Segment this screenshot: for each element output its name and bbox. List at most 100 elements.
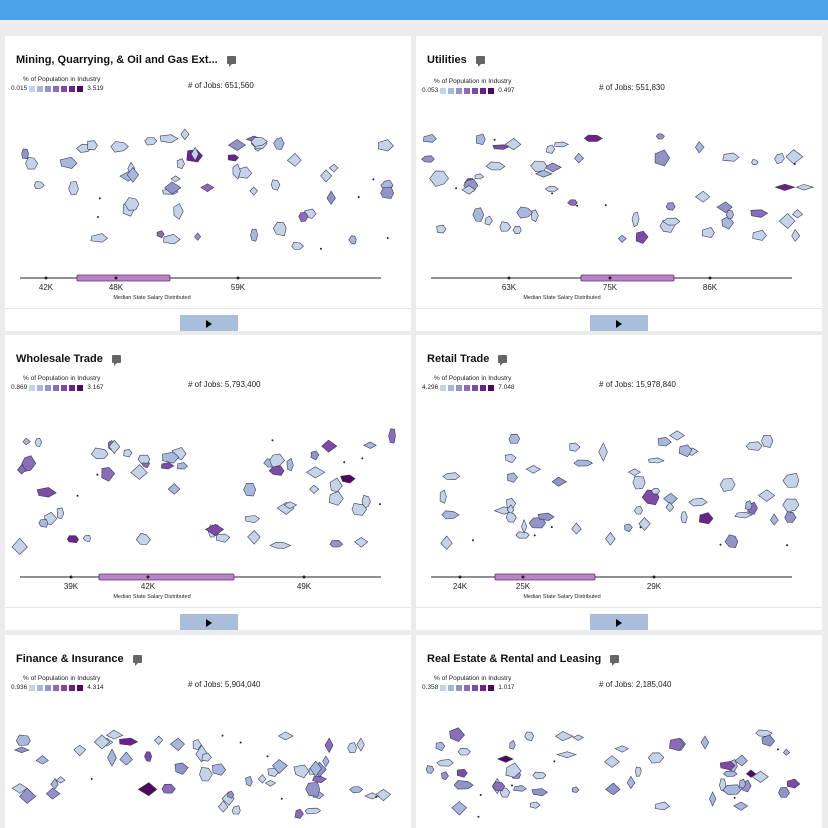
state-shape[interactable] xyxy=(638,517,651,531)
state-cartogram[interactable] xyxy=(5,126,411,261)
state-shape[interactable] xyxy=(277,731,294,741)
state-shape[interactable] xyxy=(429,170,449,187)
state-shape[interactable] xyxy=(734,511,753,519)
state-shape[interactable] xyxy=(250,228,259,242)
state-shape[interactable] xyxy=(757,489,776,502)
state-shape[interactable] xyxy=(624,523,633,533)
state-shape[interactable] xyxy=(173,203,184,220)
state-shape[interactable] xyxy=(719,478,736,492)
state-shape[interactable] xyxy=(294,808,304,819)
state-shape[interactable] xyxy=(101,467,116,482)
state-shape[interactable] xyxy=(722,784,742,795)
state-shape[interactable] xyxy=(90,233,108,243)
state-shape[interactable] xyxy=(655,133,665,140)
state-shape[interactable] xyxy=(13,746,30,754)
state-shape[interactable] xyxy=(461,185,476,195)
state-shape[interactable] xyxy=(137,454,151,464)
state-shape[interactable] xyxy=(167,483,181,495)
state-shape[interactable] xyxy=(45,787,61,800)
state-shape[interactable] xyxy=(491,781,506,792)
state-shape[interactable] xyxy=(250,137,268,147)
state-shape[interactable] xyxy=(515,531,530,539)
state-shape[interactable] xyxy=(164,181,182,195)
state-shape[interactable] xyxy=(312,775,327,784)
state-shape[interactable] xyxy=(782,472,800,488)
state-shape[interactable] xyxy=(778,787,790,798)
state-shape[interactable] xyxy=(264,780,276,787)
state-shape[interactable] xyxy=(194,232,202,241)
state-shape[interactable] xyxy=(320,169,333,183)
state-shape[interactable] xyxy=(605,782,621,796)
state-shape[interactable] xyxy=(662,217,681,226)
state-shape[interactable] xyxy=(439,489,447,504)
state-shape[interactable] xyxy=(156,230,165,239)
state-shape[interactable] xyxy=(361,494,371,509)
state-shape[interactable] xyxy=(269,453,285,468)
state-cartogram[interactable] xyxy=(5,425,411,560)
state-shape[interactable] xyxy=(55,776,66,784)
state-shape[interactable] xyxy=(496,755,514,763)
state-shape[interactable] xyxy=(569,442,581,452)
state-shape[interactable] xyxy=(378,139,394,152)
state-shape[interactable] xyxy=(119,751,133,766)
state-shape[interactable] xyxy=(322,755,330,768)
state-shape[interactable] xyxy=(16,464,27,475)
state-shape[interactable] xyxy=(11,783,28,794)
state-shape[interactable] xyxy=(648,752,665,764)
state-shape[interactable] xyxy=(291,241,304,250)
salary-range-bar[interactable] xyxy=(494,573,596,581)
state-shape[interactable] xyxy=(270,179,281,191)
state-shape[interactable] xyxy=(571,786,580,793)
state-shape[interactable] xyxy=(530,160,548,173)
state-shape[interactable] xyxy=(650,487,661,495)
state-shape[interactable] xyxy=(211,763,227,776)
state-shape[interactable] xyxy=(544,162,562,173)
state-shape[interactable] xyxy=(154,735,164,746)
state-shape[interactable] xyxy=(505,762,522,778)
state-shape[interactable] xyxy=(770,513,779,526)
comment-icon[interactable] xyxy=(475,56,485,67)
state-shape[interactable] xyxy=(508,433,521,444)
state-shape[interactable] xyxy=(324,737,334,754)
state-shape[interactable] xyxy=(700,735,710,750)
state-shape[interactable] xyxy=(512,785,528,792)
state-shape[interactable] xyxy=(521,518,528,534)
state-shape[interactable] xyxy=(268,465,285,476)
state-shape[interactable] xyxy=(678,444,693,458)
state-shape[interactable] xyxy=(272,759,288,774)
state-shape[interactable] xyxy=(269,541,292,549)
state-shape[interactable] xyxy=(159,134,179,144)
state-shape[interactable] xyxy=(436,759,454,767)
state-shape[interactable] xyxy=(631,211,640,228)
state-shape[interactable] xyxy=(130,464,148,480)
state-shape[interactable] xyxy=(243,482,257,497)
state-shape[interactable] xyxy=(215,533,231,543)
state-shape[interactable] xyxy=(614,745,630,753)
state-shape[interactable] xyxy=(556,751,578,759)
state-shape[interactable] xyxy=(451,801,468,816)
state-shape[interactable] xyxy=(680,511,688,524)
state-shape[interactable] xyxy=(119,737,139,746)
state-shape[interactable] xyxy=(93,734,111,750)
state-shape[interactable] xyxy=(525,465,541,474)
state-shape[interactable] xyxy=(257,774,267,784)
comment-icon[interactable] xyxy=(498,355,508,366)
state-shape[interactable] xyxy=(272,221,287,237)
state-shape[interactable] xyxy=(665,501,675,513)
salary-range-bar[interactable] xyxy=(580,274,675,282)
state-shape[interactable] xyxy=(635,230,649,244)
state-shape[interactable] xyxy=(573,459,594,467)
state-shape[interactable] xyxy=(657,436,672,447)
state-shape[interactable] xyxy=(135,533,151,545)
state-shape[interactable] xyxy=(35,755,49,765)
state-shape[interactable] xyxy=(347,742,357,754)
comment-icon[interactable] xyxy=(111,355,121,366)
state-shape[interactable] xyxy=(305,782,321,797)
state-shape[interactable] xyxy=(21,455,37,472)
state-shape[interactable] xyxy=(745,441,763,451)
salary-axis[interactable]: 24K 25K 29K Median State Salary Distribu… xyxy=(416,565,822,605)
state-shape[interactable] xyxy=(627,468,641,476)
state-shape[interactable] xyxy=(375,789,392,802)
state-shape[interactable] xyxy=(201,752,212,762)
state-shape[interactable] xyxy=(231,805,241,815)
